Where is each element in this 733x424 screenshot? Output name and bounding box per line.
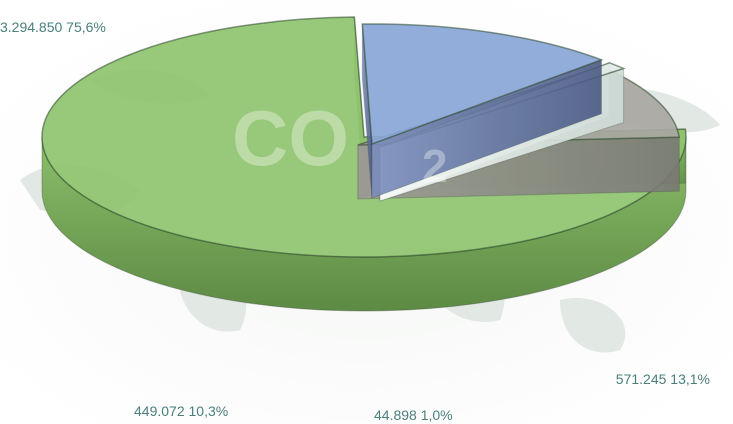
co2-watermark-subscript: 2 (422, 140, 448, 192)
slice-2-data-label: 571.245 13,1% (616, 371, 710, 387)
pie-slices: CO 2 (41, 16, 687, 312)
pie-labels: 3.294.850 75,6% 571.245 13,1% 44.898 1,0% 4… (0, 19, 710, 423)
co2-watermark: CO (232, 94, 349, 182)
slice-1-data-label: 3.294.850 75,6% (0, 19, 106, 35)
slice-3-data-label: 44.898 1,0% (374, 407, 453, 423)
slice-4-data-label: 449.072 10,3% (134, 403, 228, 419)
slice-2-top (361, 23, 604, 146)
pie-slice-2 (361, 23, 604, 199)
map-blob-5 (560, 298, 626, 353)
slice-1-top (41, 16, 687, 258)
